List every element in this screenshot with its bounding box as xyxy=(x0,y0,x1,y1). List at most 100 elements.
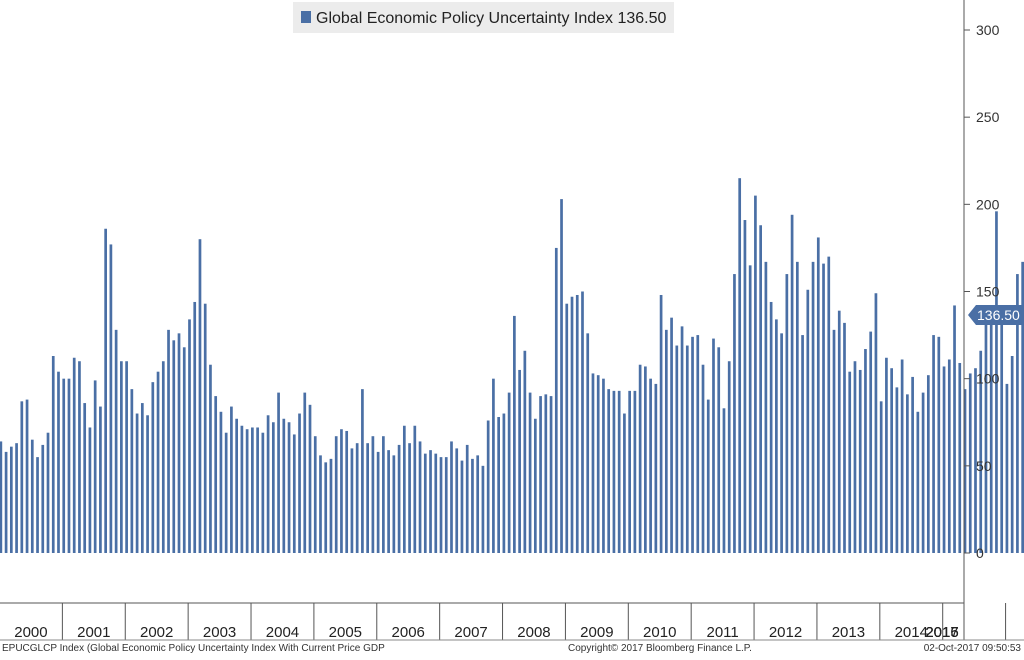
bar xyxy=(382,436,385,553)
bar xyxy=(0,441,3,553)
bar xyxy=(795,261,799,553)
bar xyxy=(664,329,668,553)
bar xyxy=(57,371,60,553)
bar xyxy=(926,375,930,553)
legend-background xyxy=(293,2,674,33)
bar xyxy=(1005,383,1009,553)
bar xyxy=(235,418,238,553)
x-tick-label: 2004 xyxy=(266,624,299,641)
bar xyxy=(816,237,820,553)
x-tick-label: 2011 xyxy=(706,624,738,641)
legend: Global Economic Policy Uncertainty Index… xyxy=(293,2,674,33)
bar xyxy=(271,422,275,553)
bar xyxy=(659,294,663,553)
bar xyxy=(617,390,621,553)
bar xyxy=(135,413,139,553)
bar xyxy=(277,392,280,553)
bar xyxy=(748,265,752,553)
bar xyxy=(513,315,516,553)
bar xyxy=(984,317,988,553)
bar xyxy=(602,378,605,553)
bar xyxy=(968,373,972,553)
bar xyxy=(869,331,873,553)
bar xyxy=(350,448,354,553)
bar xyxy=(329,458,333,553)
bar xyxy=(408,443,411,553)
y-tick-label: 200 xyxy=(976,196,1000,212)
bar xyxy=(885,357,888,553)
bar xyxy=(167,329,170,553)
bar xyxy=(811,261,815,553)
bar xyxy=(355,443,359,553)
bar xyxy=(727,361,731,553)
x-tick-label: 2016 xyxy=(925,624,958,641)
bar xyxy=(638,364,642,553)
bar xyxy=(780,333,783,553)
bar xyxy=(172,340,176,553)
bar xyxy=(230,406,233,553)
bar xyxy=(554,247,558,554)
bar xyxy=(298,413,301,553)
bar xyxy=(806,289,810,553)
bar xyxy=(822,263,825,553)
bar xyxy=(41,444,45,553)
bar xyxy=(36,457,39,553)
bar xyxy=(46,432,50,553)
x-tick-label: 2005 xyxy=(329,624,362,641)
bar xyxy=(890,368,893,553)
bar xyxy=(465,444,469,553)
bar xyxy=(392,455,396,553)
bar xyxy=(717,347,721,553)
bar xyxy=(995,211,998,553)
bar xyxy=(78,361,81,553)
bar xyxy=(72,357,76,553)
bar xyxy=(429,450,432,553)
bar xyxy=(874,293,878,553)
bar xyxy=(319,455,322,553)
bar xyxy=(837,310,841,553)
bar xyxy=(256,427,259,553)
bar xyxy=(387,450,390,553)
bar xyxy=(371,436,375,553)
bar xyxy=(20,401,24,553)
bar xyxy=(1016,274,1019,553)
bar xyxy=(455,448,459,553)
bar xyxy=(743,220,747,553)
bar xyxy=(696,335,700,553)
bar xyxy=(486,420,490,553)
bar xyxy=(340,429,343,553)
bar xyxy=(895,387,899,553)
bar xyxy=(827,256,831,553)
bar xyxy=(203,303,207,553)
bar xyxy=(518,369,521,553)
legend-label: Global Economic Policy Uncertainty Index… xyxy=(316,10,667,27)
x-tick-label: 2007 xyxy=(454,624,487,641)
footer-timestamp: 02-Oct-2017 09:50:53 xyxy=(924,643,1022,654)
bar xyxy=(240,425,244,553)
bar xyxy=(843,322,846,553)
legend-swatch xyxy=(301,11,311,23)
x-tick-label: 2006 xyxy=(392,624,425,641)
bar xyxy=(722,408,726,553)
bar xyxy=(214,396,218,553)
bar xyxy=(906,394,909,553)
bar xyxy=(633,390,637,553)
bar xyxy=(25,399,29,553)
bar xyxy=(156,371,160,553)
bar xyxy=(790,214,794,554)
bar xyxy=(376,451,380,553)
bar xyxy=(759,225,762,553)
bar xyxy=(764,261,768,553)
bar xyxy=(607,389,611,553)
x-tick-label: 2017 xyxy=(925,624,958,641)
bar xyxy=(596,375,600,553)
bar xyxy=(193,301,197,553)
bar xyxy=(266,415,270,553)
bar xyxy=(675,345,679,553)
bar xyxy=(801,335,804,553)
last-value-marker xyxy=(968,305,1024,326)
bar xyxy=(916,411,920,553)
bar xyxy=(733,274,736,553)
